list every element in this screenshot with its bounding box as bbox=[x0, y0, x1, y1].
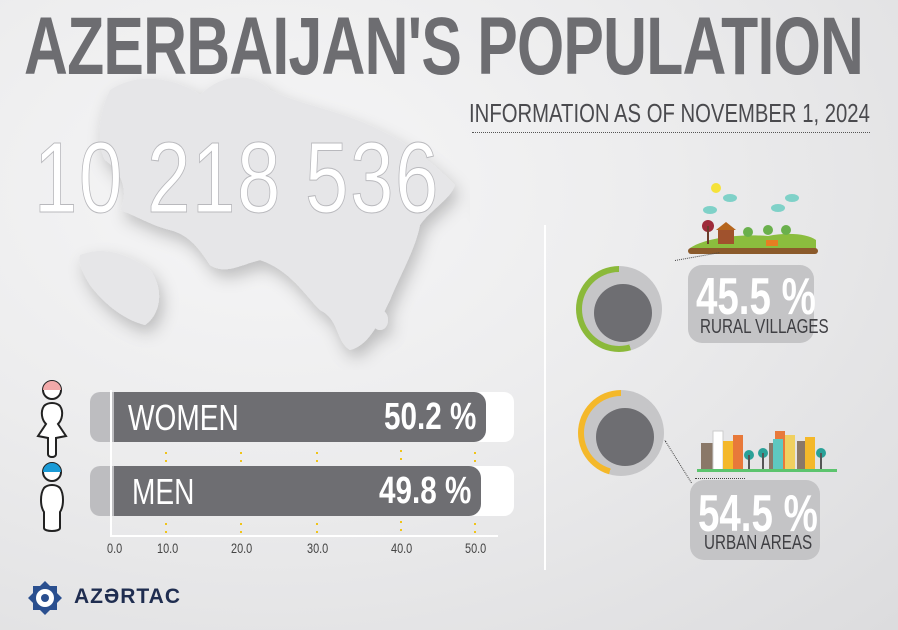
rural-label: RURAL VILLAGES bbox=[700, 316, 829, 338]
bar-label: WOMEN bbox=[128, 397, 239, 438]
donut-center bbox=[596, 408, 654, 466]
section-divider bbox=[544, 225, 546, 570]
azertac-logo-icon bbox=[28, 581, 62, 615]
x-tick: 50.0 bbox=[465, 540, 487, 556]
woman-icon bbox=[36, 380, 68, 458]
azertac-logo-text: AZƏRTAC bbox=[74, 585, 182, 608]
bar-label: MEN bbox=[132, 471, 195, 512]
x-tick: 30.0 bbox=[307, 540, 329, 556]
urban-label: URBAN AREAS bbox=[704, 532, 813, 554]
page-subtitle: INFORMATION AS OF NOVEMBER 1, 2024 bbox=[469, 98, 870, 128]
city-illustration-icon bbox=[697, 430, 837, 472]
rural-stat-box: 45.5 % RURAL VILLAGES bbox=[688, 265, 829, 343]
x-axis-line bbox=[110, 535, 498, 537]
urban-stat-box: 54.5 % URBAN AREAS bbox=[690, 480, 820, 560]
urban-donut bbox=[578, 390, 664, 476]
x-tick: 10.0 bbox=[157, 540, 179, 556]
azerbaijan-map-icon bbox=[79, 77, 456, 351]
rural-donut bbox=[576, 266, 662, 352]
y-axis-line bbox=[110, 390, 112, 536]
bar-value: 50.2 % bbox=[383, 396, 476, 438]
urban-value: 54.5 % bbox=[698, 485, 818, 543]
total-population: 10 218 536 bbox=[34, 122, 440, 234]
x-tick: 20.0 bbox=[231, 540, 253, 556]
page-title: AZERBAIJAN'S POPULATION bbox=[24, 1, 864, 92]
man-icon bbox=[40, 462, 64, 532]
donut-center bbox=[594, 284, 652, 342]
x-tick: 0.0 bbox=[107, 540, 123, 556]
bar-value: 49.8 % bbox=[378, 470, 471, 512]
bar-fill-women: WOMEN 50.2 % bbox=[114, 392, 486, 442]
bar-fill-men: MEN 49.8 % bbox=[114, 466, 481, 516]
rural-value: 45.5 % bbox=[696, 268, 816, 326]
subtitle-divider bbox=[472, 132, 870, 133]
x-tick: 40.0 bbox=[391, 540, 413, 556]
village-illustration-icon bbox=[688, 183, 818, 254]
